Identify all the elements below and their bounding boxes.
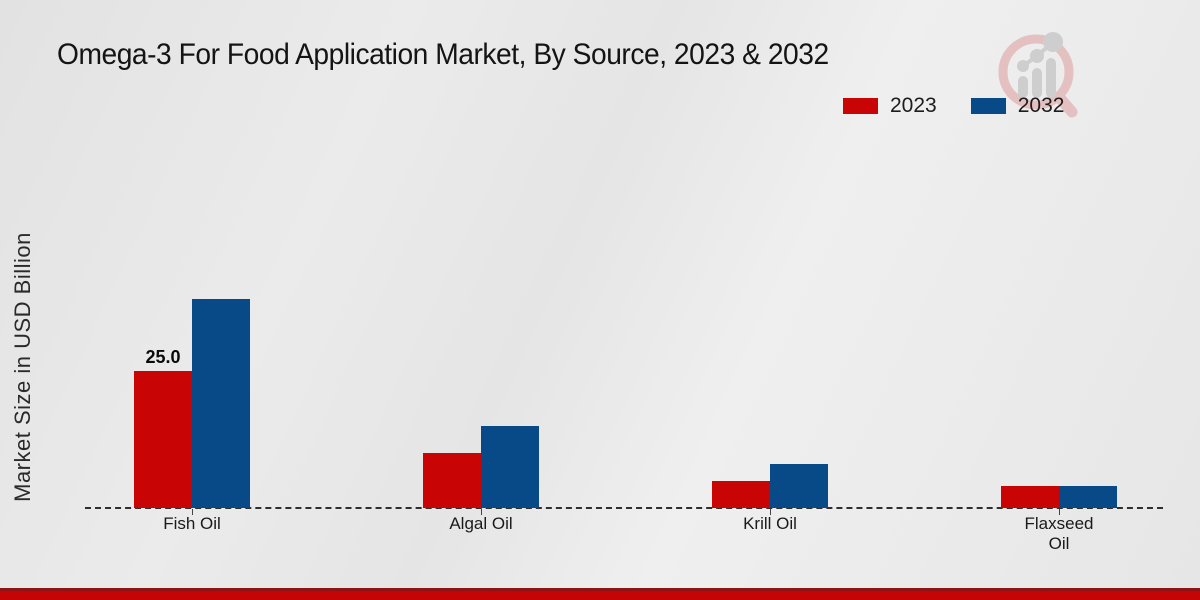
legend-item-2023: 2023: [843, 94, 937, 118]
legend-swatch-2023: [843, 98, 878, 114]
bar-2023-fish-oil: [134, 371, 192, 508]
bar-2023-algal-oil: [423, 453, 481, 508]
legend-item-2032: 2032: [970, 94, 1065, 118]
category-label-krill-oil: Krill Oil: [743, 514, 797, 533]
axis-tick-krill-oil: [770, 509, 771, 515]
category-label-fish-oil: Fish Oil: [163, 514, 221, 533]
axis-tick-flaxseed-oil: [1059, 509, 1060, 515]
axis-tick-algal-oil: [481, 509, 482, 515]
chart-title: Omega-3 For Food Application Market, By …: [57, 38, 829, 71]
bar-2032-krill-oil: [770, 464, 828, 508]
category-label-flaxseed-oil: Flaxseed Oil: [1024, 514, 1094, 553]
bar-value-label-2023-fish-oil: 25.0: [145, 347, 181, 367]
legend-swatch-2032: [970, 98, 1006, 114]
legend-label-2023: 2023: [890, 94, 937, 117]
legend: 2023 2032: [843, 94, 1064, 118]
x-axis-baseline: [85, 507, 1163, 509]
bar-2023-flaxseed-oil: [1001, 486, 1059, 508]
legend-label-2032: 2032: [1017, 94, 1065, 117]
bar-2032-flaxseed-oil: [1059, 486, 1117, 508]
axis-tick-fish-oil: [192, 509, 193, 515]
category-label-algal-oil: Algal Oil: [449, 514, 513, 533]
bar-2023-krill-oil: [712, 481, 770, 508]
footer-accent-bar: [0, 588, 1200, 600]
magnifier-bar-chart-logo-icon: [998, 32, 1078, 118]
bar-2032-algal-oil: [481, 426, 539, 508]
bar-2032-fish-oil: [192, 299, 250, 508]
